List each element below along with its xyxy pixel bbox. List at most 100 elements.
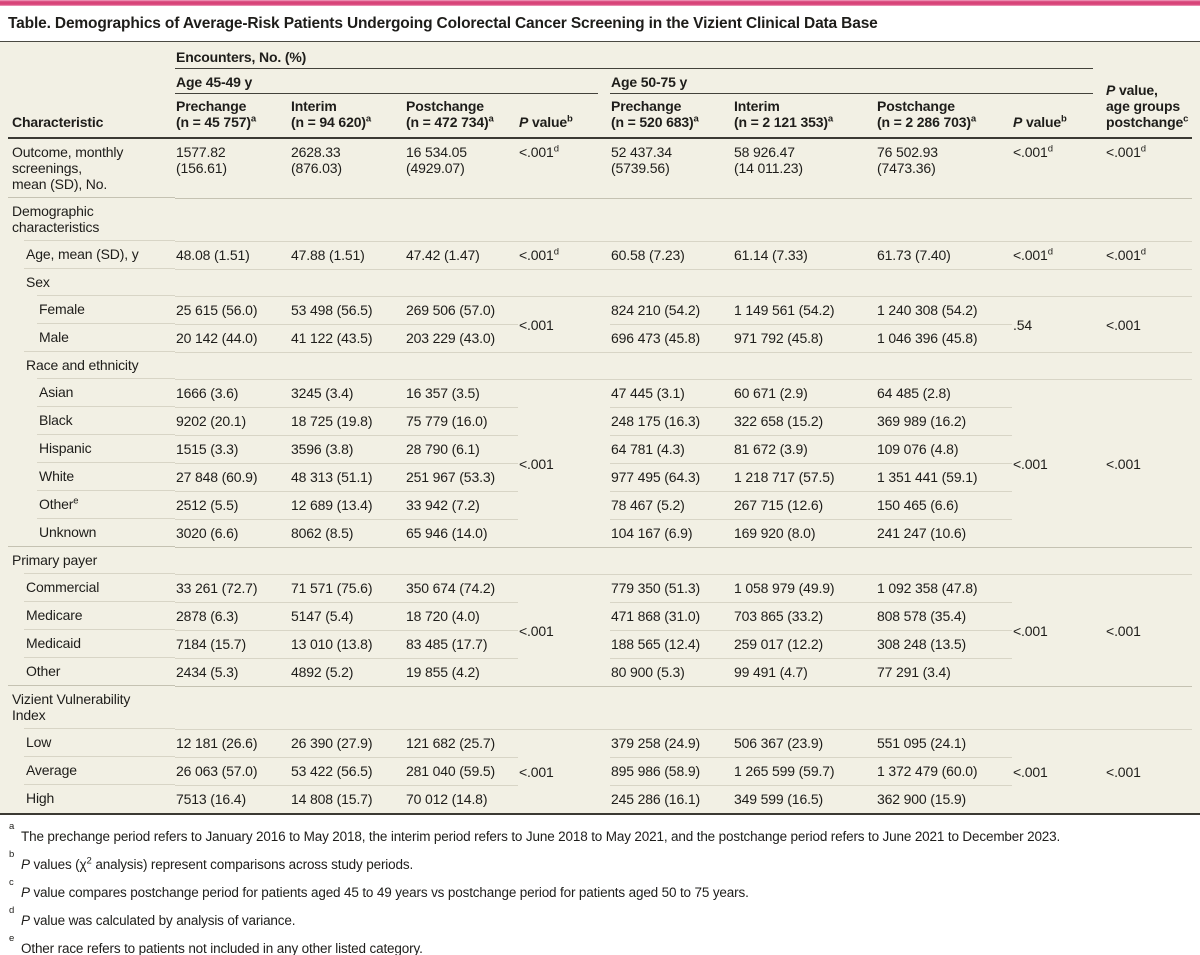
data-cell: 895 986 (58.9) (610, 757, 733, 785)
data-cell: 77 291 (3.4) (876, 658, 1012, 686)
table-row: Age, mean (SD), y 48.08 (1.51) 47.88 (1.51… (8, 240, 1193, 269)
data-cell: 8062 (8.5) (290, 519, 405, 547)
col-pvalue-50-75: P valueb (1012, 94, 1106, 139)
data-cell: 18 720 (4.0) (405, 602, 518, 630)
table-row: Average 26 063 (57.0) 53 422 (56.5) 281 040… (8, 756, 1192, 785)
empty-cell (175, 352, 1193, 379)
data-cell: 808 578 (35.4) (876, 602, 1012, 630)
characteristic-header: Characteristic (8, 44, 175, 139)
data-cell: 1515 (3.3) (175, 435, 290, 463)
data-cell: 369 989 (16.2) (876, 407, 1012, 435)
pvalue-agegroups-header: P value, age groups postchangec (1105, 44, 1193, 139)
data-cell: 1 092 358 (47.8) (876, 574, 1012, 602)
data-cell: 26 063 (57.0) (175, 757, 290, 785)
data-cell: 1 372 479 (60.0) (876, 757, 1012, 785)
data-cell: 471 868 (31.0) (610, 602, 733, 630)
encounters-header: Encounters, No. (%) (175, 44, 1105, 69)
data-cell: 99 491 (4.7) (733, 658, 876, 686)
data-cell: 75 779 (16.0) (405, 407, 518, 435)
data-cell: 188 565 (12.4) (610, 630, 733, 658)
table-row: Medicaid 7184 (15.7) 13 010 (13.8) 83 485 (… (8, 629, 1192, 658)
characteristic-cell: White (8, 462, 175, 491)
subcolumn-header-row: Prechange (n = 45 757)a Interim (n = 94 … (8, 94, 1192, 139)
data-cell: 9202 (20.1) (175, 407, 290, 435)
table-row: Other 2434 (5.3) 4892 (5.2) 19 855 (4.2) 80 … (8, 657, 1192, 686)
table-row: Asian 1666 (3.6) 3245 (3.4) 16 357 (3.5) <.0… (8, 378, 1193, 472)
data-cell: 3245 (3.4) (290, 379, 405, 407)
data-cell: 58 926.47 (14 011.23) (734, 144, 803, 176)
empty-cell (175, 269, 1193, 296)
table-row: Low 12 181 (26.6) 26 390 (27.9) 121 682 (25… (8, 728, 1193, 780)
data-cell: 269 506 (57.0) (405, 296, 518, 324)
pvalue-cell: <.001 (518, 379, 610, 547)
characteristic-cell: Medicaid (8, 629, 175, 658)
data-cell: 81 672 (3.9) (733, 435, 876, 463)
footnote-e: e Other race refers to patients not inclu… (9, 933, 423, 955)
data-cell: 245 286 (16.1) (610, 785, 733, 813)
data-cell: 25 615 (56.0) (175, 296, 290, 324)
pvalue-cell: <.001 (1105, 296, 1193, 352)
characteristic-cell: Black (8, 406, 175, 435)
data-cell: 1 351 441 (59.1) (876, 463, 1012, 491)
data-cell: 241 247 (10.6) (876, 519, 1012, 547)
data-cell: 281 040 (59.5) (405, 757, 518, 785)
data-cell: 27 848 (60.9) (175, 463, 290, 491)
data-cell: 76 502.93 (7473.36) (877, 144, 938, 176)
data-cell: 150 465 (6.6) (876, 491, 1012, 519)
col-prechange-45-49: Prechange (n = 45 757)a (175, 94, 290, 139)
data-cell: 64 485 (2.8) (876, 379, 1012, 407)
data-cell: 350 674 (74.2) (405, 574, 518, 602)
data-cell: 2628.33 (876.03) (291, 144, 342, 176)
data-cell: <.001d (1013, 143, 1053, 160)
table-row: Medicare 2878 (6.3) 5147 (5.4) 18 720 (4.0)… (8, 601, 1192, 630)
data-cell: 2434 (5.3) (175, 658, 290, 686)
characteristic-cell: Female (8, 295, 175, 324)
table-row: Othere 2512 (5.5) 12 689 (13.4) 33 942 (7.2… (8, 490, 1192, 519)
table-row: Commercial 33 261 (72.7) 71 571 (75.6) 350 … (8, 573, 1193, 639)
data-cell: 28 790 (6.1) (405, 435, 518, 463)
data-cell: 2878 (6.3) (175, 602, 290, 630)
data-cell: 971 792 (45.8) (733, 324, 876, 352)
table-body: Outcome, monthly screenings, mean (SD), … (8, 139, 1193, 813)
data-cell: 259 017 (12.2) (733, 630, 876, 658)
data-cell: 13 010 (13.8) (290, 630, 405, 658)
footnotes: a The prechange period refers to January … (0, 815, 1200, 955)
data-cell: 7184 (15.7) (175, 630, 290, 658)
data-cell: 12 181 (26.6) (175, 729, 290, 757)
data-cell: 267 715 (12.6) (733, 491, 876, 519)
pvalue-cell: <.001 (1012, 379, 1106, 547)
table-row: Female 25 615 (56.0) 53 498 (56.5) 269 506 … (8, 295, 1193, 333)
section-row: Vizient Vulnerability Index (8, 685, 1193, 729)
data-cell: 53 498 (56.5) (290, 296, 405, 324)
data-cell: 53 422 (56.5) (290, 757, 405, 785)
data-cell: 16 534.05 (4929.07) (406, 144, 467, 176)
data-cell: 60.58 (7.23) (610, 241, 733, 269)
pvalue-cell: <.001 (1105, 379, 1193, 547)
data-cell: 379 258 (24.9) (610, 729, 733, 757)
data-cell: 203 229 (43.0) (405, 324, 518, 352)
data-cell: 83 485 (17.7) (405, 630, 518, 658)
pvalue-cell: <.001 (518, 296, 610, 352)
accent-bar (0, 0, 1200, 6)
data-cell: 12 689 (13.4) (290, 491, 405, 519)
demographics-table: Characteristic Encounters, No. (%) P val… (8, 44, 1193, 813)
data-cell: 109 076 (4.8) (876, 435, 1012, 463)
data-cell: 71 571 (75.6) (290, 574, 405, 602)
footnote-text: P value compares postchange period for p… (21, 885, 749, 900)
data-cell: 169 920 (8.0) (733, 519, 876, 547)
data-cell: 41 122 (43.5) (290, 324, 405, 352)
section-row: Primary payer (8, 546, 1193, 574)
data-cell: 4892 (5.2) (290, 658, 405, 686)
data-cell: 80 900 (5.3) (610, 658, 733, 686)
pvalue-cell: <.001 (518, 729, 610, 813)
table-row: Outcome, monthly screenings, mean (SD), … (8, 139, 1192, 198)
data-cell: 2512 (5.5) (175, 491, 290, 519)
characteristic-cell: Low (8, 728, 175, 757)
data-cell: 1 149 561 (54.2) (733, 296, 876, 324)
section-row: Demographic characteristics (8, 197, 1193, 241)
col-prechange-50-75: Prechange (n = 520 683)a (610, 94, 733, 139)
col-interim-50-75: Interim (n = 2 121 353)a (733, 94, 876, 139)
footnote-text: P values (χ2 analysis) represent compari… (21, 855, 414, 872)
